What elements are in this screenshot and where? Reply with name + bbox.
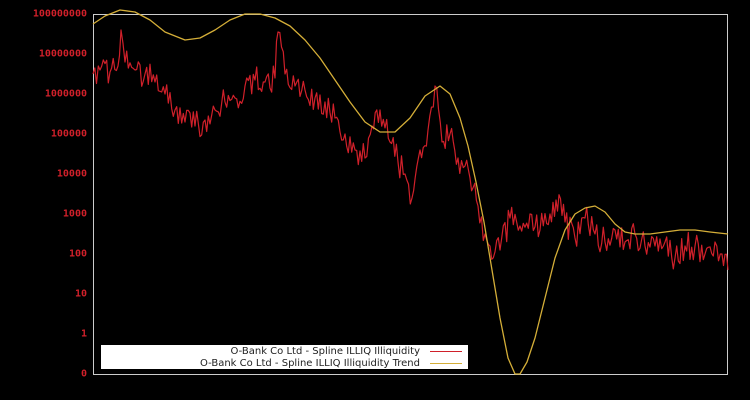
y-tick-label: 1 [80, 328, 87, 340]
legend: O-Bank Co Ltd - Spline ILLIQ Illiquidity… [101, 345, 468, 369]
y-tick-label: 0 [80, 368, 87, 380]
y-tick-label: 1000 [62, 208, 87, 220]
illiquidity-series-line [92, 29, 729, 271]
y-tick-label: 100000000 [32, 8, 87, 20]
y-tick-label: 10 [74, 288, 87, 300]
legend-swatch-gold [430, 362, 462, 364]
y-tick-label: 1000000 [44, 88, 87, 100]
y-tick-label: 10000 [56, 168, 87, 180]
y-tick-label: 100 [68, 248, 87, 260]
legend-item-illiquidity: O-Bank Co Ltd - Spline ILLIQ Illiquidity [230, 345, 462, 357]
y-tick-label: 100000 [50, 128, 87, 140]
legend-item-trend: O-Bank Co Ltd - Spline ILLIQ Illiquidity… [200, 357, 462, 369]
y-tick-label: 10000000 [38, 48, 87, 60]
legend-swatch-red [430, 350, 462, 352]
plot-frame [93, 14, 728, 375]
illiquidity-trend-line [92, 9, 729, 375]
legend-label: O-Bank Co Ltd - Spline ILLIQ Illiquidity… [199, 357, 420, 369]
legend-label: O-Bank Co Ltd - Spline ILLIQ Illiquidity [230, 345, 420, 357]
